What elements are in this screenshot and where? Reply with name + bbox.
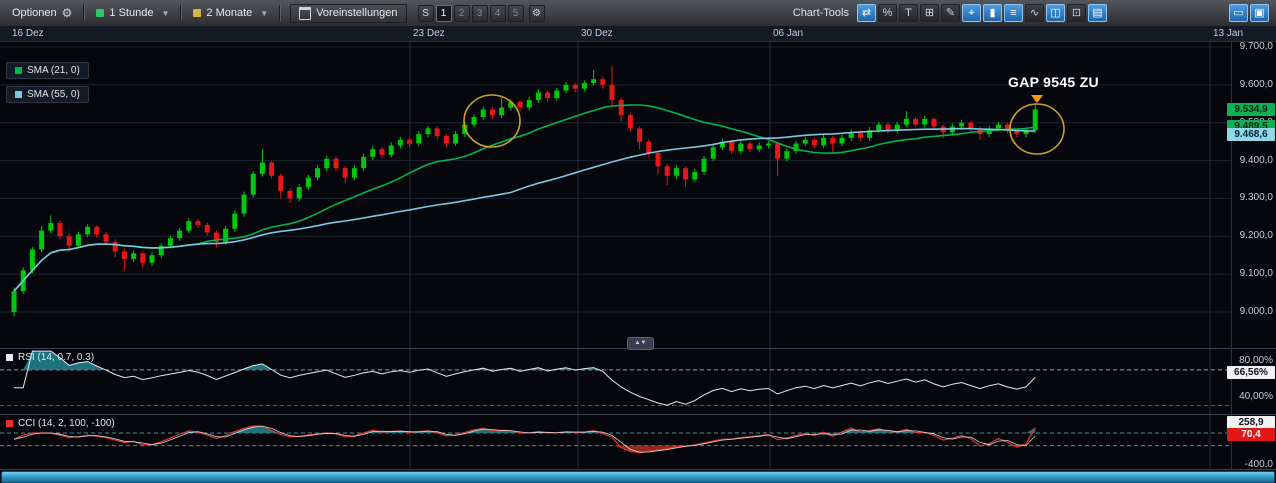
calendar-icon	[299, 6, 312, 20]
price-axis-label: 9.100,0	[1239, 268, 1273, 280]
gear-icon: ⚙	[532, 7, 542, 19]
pan-tool-button[interactable]: ⇄	[857, 4, 876, 22]
chevron-down-icon: ▼	[260, 8, 269, 18]
text-tool-icon: T	[905, 7, 912, 19]
price-axis-label: 9.600,0	[1239, 78, 1273, 90]
print-tool-icon: ⊡	[1071, 7, 1082, 19]
window-buttons: ▭ ▣	[1228, 4, 1270, 22]
horizontal-scrollbar	[0, 470, 1276, 483]
layout-tool-button[interactable]: ▤	[1088, 4, 1107, 22]
chart-toolbar: Optionen ⚙ 1 Stunde ▼ 2 Monate ▼ Voreins…	[0, 0, 1276, 27]
range-value: 2 Monate	[206, 7, 253, 19]
percent-scale-tool-button[interactable]: %	[878, 4, 897, 22]
chart-tool-buttons: ⇄% T ⊞ ✎ ⌖ ▮ ≡ ∿ ◫ ⊡ ▤	[856, 4, 1108, 22]
bar-style-tool-button[interactable]: ≡	[1004, 4, 1023, 22]
date-label: 30 Dez	[581, 28, 613, 39]
options-button[interactable]: Optionen ⚙	[8, 4, 76, 22]
preset-button-4[interactable]: 4	[489, 4, 506, 22]
compare-tool-icon: ◫	[1050, 7, 1061, 19]
chart-tools-label: Chart-Tools	[792, 7, 849, 19]
preset-button-2[interactable]: 2	[453, 4, 470, 22]
rsi-label: RSI (14, 0.7, 0.3)	[18, 352, 95, 363]
date-label: 16 Dez	[12, 28, 44, 39]
compare-tool-button[interactable]: ◫	[1046, 4, 1065, 22]
toolbar-separator	[279, 5, 282, 21]
pan-tool-icon: ⇄	[861, 7, 872, 19]
rsi-value-badge: 66,56%	[1227, 365, 1275, 379]
timeframe-icon	[96, 9, 105, 17]
rsi-color-swatch	[6, 354, 13, 361]
price-axis-label: 9.200,0	[1239, 230, 1273, 242]
toolbar-separator	[180, 5, 183, 21]
date-label: 06 Jan	[773, 28, 804, 39]
price-axis-label: 9.300,0	[1239, 192, 1273, 204]
chevron-down-icon: ▼	[161, 8, 170, 18]
grid-tool-button[interactable]: ⊞	[920, 4, 939, 22]
timeframe-value: 1 Stunde	[109, 7, 154, 19]
sma55-color-swatch	[15, 91, 22, 98]
bar-style-tool-icon: ≡	[1010, 7, 1017, 19]
restore-window-button[interactable]: ▣	[1250, 4, 1269, 22]
sma21-color-swatch	[15, 67, 22, 74]
line-style-tool-icon: ∿	[1029, 7, 1040, 19]
rsi-axis-label: 40,00%	[1239, 390, 1273, 402]
preset-button-5[interactable]: 5	[507, 4, 524, 22]
cci-panel-label[interactable]: CCI (14, 2, 100, -100)	[6, 418, 115, 429]
last-price-badge: 9.534,9	[1227, 102, 1275, 116]
candlestick-style-tool-icon: ▮	[989, 7, 996, 19]
preset-settings-button[interactable]: ⚙	[528, 4, 545, 22]
crosshair-tool-icon: ⌖	[968, 7, 975, 19]
sma55-label: SMA (55, 0)	[27, 89, 80, 100]
draw-tool-button[interactable]: ✎	[941, 4, 960, 22]
candlestick-style-tool-button[interactable]: ▮	[983, 4, 1002, 22]
layout-tool-icon: ▤	[1092, 7, 1103, 19]
percent-scale-tool-icon: %	[882, 7, 893, 19]
restore-window-icon: ▣	[1254, 7, 1265, 19]
minimize-window-button[interactable]: ▭	[1229, 4, 1248, 22]
legend-sma55[interactable]: SMA (55, 0)	[6, 86, 89, 103]
cci-axis-label: -400,0	[1244, 458, 1273, 470]
minimize-window-icon: ▭	[1233, 7, 1244, 19]
grid-tool-icon: ⊞	[924, 7, 935, 19]
price-axis-label: 9.000,0	[1239, 306, 1273, 317]
scrollbar-thumb[interactable]	[1, 471, 1275, 483]
date-axis: 16 Dez 23 Dez 30 Dez 06 Jan 13 Jan	[0, 26, 1276, 41]
price-axis-label: 9.400,0	[1239, 154, 1273, 166]
range-dropdown[interactable]: 2 Monate ▼	[189, 5, 272, 21]
print-tool-button[interactable]: ⊡	[1067, 4, 1086, 22]
presets-label: Voreinstellungen	[316, 7, 398, 19]
sma21-label: SMA (21, 0)	[27, 65, 80, 76]
price-axis-label: 9.700,0	[1239, 41, 1273, 52]
rsi-axis-label: 80,00%	[1239, 354, 1273, 366]
panel-splitter[interactable]: ▲▼	[627, 337, 654, 350]
text-tool-button[interactable]: T	[899, 4, 918, 22]
date-label: 23 Dez	[413, 28, 445, 39]
cci-color-swatch	[6, 420, 13, 427]
date-label: 13 Jan	[1213, 28, 1244, 39]
options-label: Optionen	[12, 7, 57, 19]
cci-smoothed-value-badge: 70,4	[1227, 427, 1275, 441]
sma55-value-badge: 9.468,6	[1227, 127, 1275, 141]
cci-label: CCI (14, 2, 100, -100)	[18, 418, 115, 429]
preset-button-s[interactable]: S	[417, 4, 434, 22]
gear-icon: ⚙	[61, 6, 73, 20]
cci-value-badge: 258,9	[1227, 415, 1275, 429]
preset-button-3[interactable]: 3	[471, 4, 488, 22]
preset-button-1[interactable]: 1	[435, 4, 452, 22]
timeframe-dropdown[interactable]: 1 Stunde ▼	[92, 5, 173, 21]
toolbar-separator	[83, 5, 86, 21]
range-icon	[193, 9, 202, 17]
presets-button[interactable]: Voreinstellungen	[290, 3, 407, 23]
gap-annotation: GAP 9545 ZU	[1008, 74, 1099, 90]
legend-sma21[interactable]: SMA (21, 0)	[6, 62, 89, 79]
draw-tool-icon: ✎	[945, 7, 956, 19]
rsi-panel-label[interactable]: RSI (14, 0.7, 0.3)	[6, 352, 94, 363]
crosshair-tool-button[interactable]: ⌖	[962, 4, 981, 22]
line-style-tool-button[interactable]: ∿	[1025, 4, 1044, 22]
